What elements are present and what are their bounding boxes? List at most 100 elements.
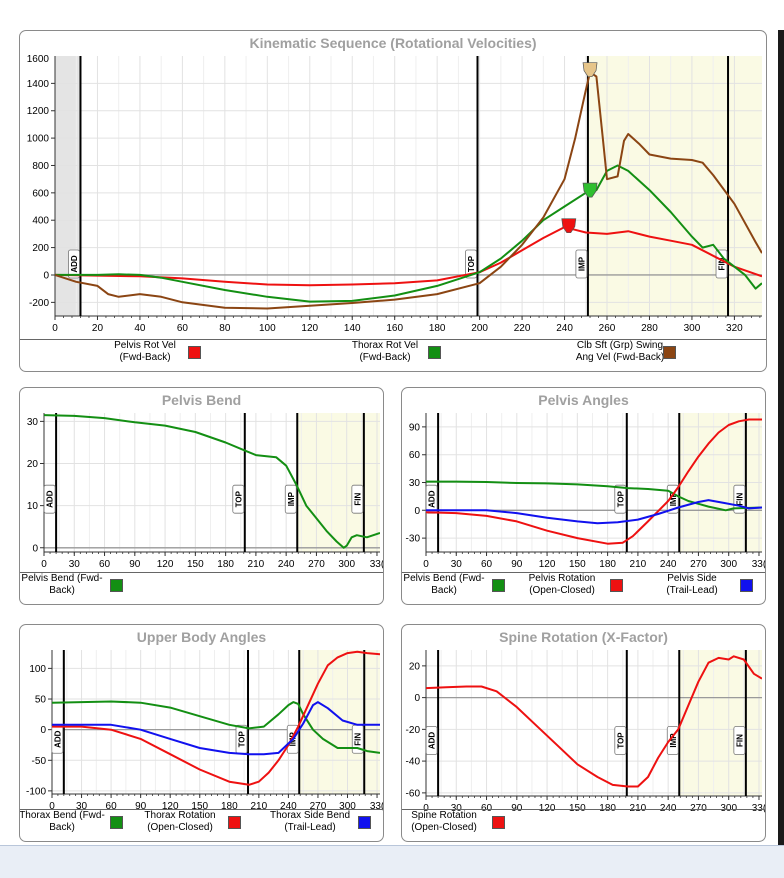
event-label-text: TOP	[234, 490, 243, 507]
x-tick-label: 160	[386, 323, 403, 334]
event-label-box	[614, 726, 627, 755]
legend: Pelvis Bend (Fwd- Back) Pelvis Rotation (Op…	[402, 572, 765, 604]
legend-label-line2: (Fwd-Back)	[119, 352, 171, 363]
chart-title: Pelvis Angles	[538, 392, 629, 408]
x-tick-label: 60	[481, 559, 493, 570]
kinematic-sequence-panel: Kinematic Sequence (Rotational Velocitie…	[19, 30, 767, 372]
event-label-box	[733, 726, 746, 755]
legend-label-line2: Ang Vel (Fwd-Back)	[575, 352, 665, 363]
legend-item: Thorax Bend (Fwd- Back)	[19, 810, 117, 834]
y-tick-label: 30	[27, 417, 39, 428]
event-label-box	[68, 249, 80, 279]
x-tick-label: 90	[511, 559, 523, 570]
event-label-text: ADD	[70, 255, 79, 273]
x-tick-label: 320	[726, 323, 743, 334]
y-tick-label: -50	[32, 756, 47, 767]
legend-item: Clb Sft (Grp) Swing Ang Vel (Fwd-Back)	[565, 340, 675, 364]
legend: Pelvis Rot Vel (Fwd-Back) Thorax Rot Vel (F…	[20, 339, 766, 371]
x-tick-label: 140	[344, 323, 361, 334]
legend-swatch	[492, 579, 505, 592]
event-label-box	[465, 249, 477, 279]
x-tick-label: 120	[301, 323, 318, 334]
y-tick-label: 100	[29, 664, 46, 675]
legend-item: Pelvis Rotation (Open-Closed)	[507, 573, 617, 597]
x-tick-label: 270	[690, 803, 707, 814]
legend-label-line2: (Trail-Lead)	[666, 585, 718, 596]
x-tick-label: 33(	[752, 559, 766, 570]
x-tick-label: 300	[720, 803, 737, 814]
pelvis-angles-panel: Pelvis Angles 0 30 60 90 120 150 180 210 240 270 3…	[401, 387, 766, 605]
x-tick-label: 240	[660, 803, 677, 814]
event-label-text: IMP	[669, 491, 678, 506]
peak-marker-shape	[582, 62, 598, 78]
event-label-box	[284, 484, 297, 514]
post-impact-region	[299, 650, 380, 794]
legend-item: Thorax Rot Vel (Fwd-Back)	[330, 340, 440, 364]
legend-swatch	[228, 816, 241, 829]
y-tick-label: -200	[29, 298, 49, 309]
legend-label-line1: Pelvis Side	[667, 573, 717, 584]
legend-swatch	[663, 346, 676, 359]
event-label-text: TOP	[616, 490, 625, 507]
x-tick-label: 30	[451, 803, 463, 814]
series-line-green	[426, 480, 762, 512]
x-tick-label: 30	[69, 559, 81, 570]
y-tick-label: 800	[32, 161, 49, 172]
chart-title: Spine Rotation (X-Factor)	[499, 629, 668, 645]
taskbar	[0, 845, 784, 878]
legend-item: Pelvis Bend (Fwd- Back)	[20, 573, 117, 597]
x-tick-label: 90	[129, 559, 141, 570]
event-label-text: FIN	[735, 734, 744, 747]
x-tick-label: 220	[514, 323, 531, 334]
y-tick-label: 60	[409, 450, 421, 461]
x-tick-label: 270	[690, 559, 707, 570]
x-tick-label: 270	[310, 801, 327, 812]
legend-swatch	[610, 579, 623, 592]
legend-label-line2: Back)	[49, 822, 75, 833]
legend-item: Spine Rotation (Open-Closed)	[402, 810, 499, 834]
series-line-blue	[426, 499, 762, 525]
event-label-box	[351, 484, 364, 514]
x-tick-label: 120	[162, 801, 179, 812]
event-label-box	[43, 484, 56, 514]
x-tick-label: 90	[135, 801, 147, 812]
x-tick-label: 150	[191, 801, 208, 812]
y-tick-label: -60	[406, 788, 421, 799]
y-tick-label: 0	[40, 725, 46, 736]
x-tick-label: 300	[684, 323, 701, 334]
event-label-box	[425, 726, 438, 755]
legend-swatch	[110, 816, 123, 829]
x-tick-label: 210	[251, 801, 268, 812]
event-label-fin: FIN	[351, 484, 364, 514]
peak-marker	[582, 62, 598, 78]
post-impact-region	[679, 650, 762, 796]
legend: Pelvis Bend (Fwd- Back)	[20, 572, 383, 604]
x-tick-label: 30	[451, 559, 463, 570]
y-tick-label: 400	[32, 216, 49, 227]
x-tick-label: 240	[660, 559, 677, 570]
event-label-fin: FIN	[733, 726, 746, 755]
x-tick-label: 80	[219, 323, 231, 334]
x-tick-label: 20	[92, 323, 104, 334]
peak-marker-shape	[561, 218, 577, 234]
y-tick-label: -30	[406, 534, 421, 545]
x-tick-label: 210	[630, 559, 647, 570]
y-tick-label: 1400	[27, 79, 50, 90]
x-tick-label: 200	[471, 323, 488, 334]
x-tick-label: 33(	[370, 559, 384, 570]
y-tick-label: -20	[406, 725, 421, 736]
event-label-text: ADD	[46, 490, 55, 508]
y-tick-label: 0	[414, 506, 420, 517]
event-label-add: ADD	[51, 724, 64, 754]
legend-label-line1: Thorax Bend (Fwd-	[19, 810, 105, 821]
spine-rotation-panel: Spine Rotation (X-Factor) 0 30 60 90 120 150 1…	[401, 624, 766, 842]
y-tick-label: -40	[406, 757, 421, 768]
y-tick-label: 90	[409, 422, 421, 433]
legend-swatch	[358, 816, 371, 829]
legend-label-line1: Thorax Rotation	[144, 810, 216, 821]
event-label-text: IMP	[669, 733, 678, 748]
x-tick-label: 260	[599, 323, 616, 334]
x-tick-label: 60	[481, 803, 493, 814]
event-label-text: TOP	[467, 255, 476, 272]
y-tick-label: 1200	[27, 106, 50, 117]
